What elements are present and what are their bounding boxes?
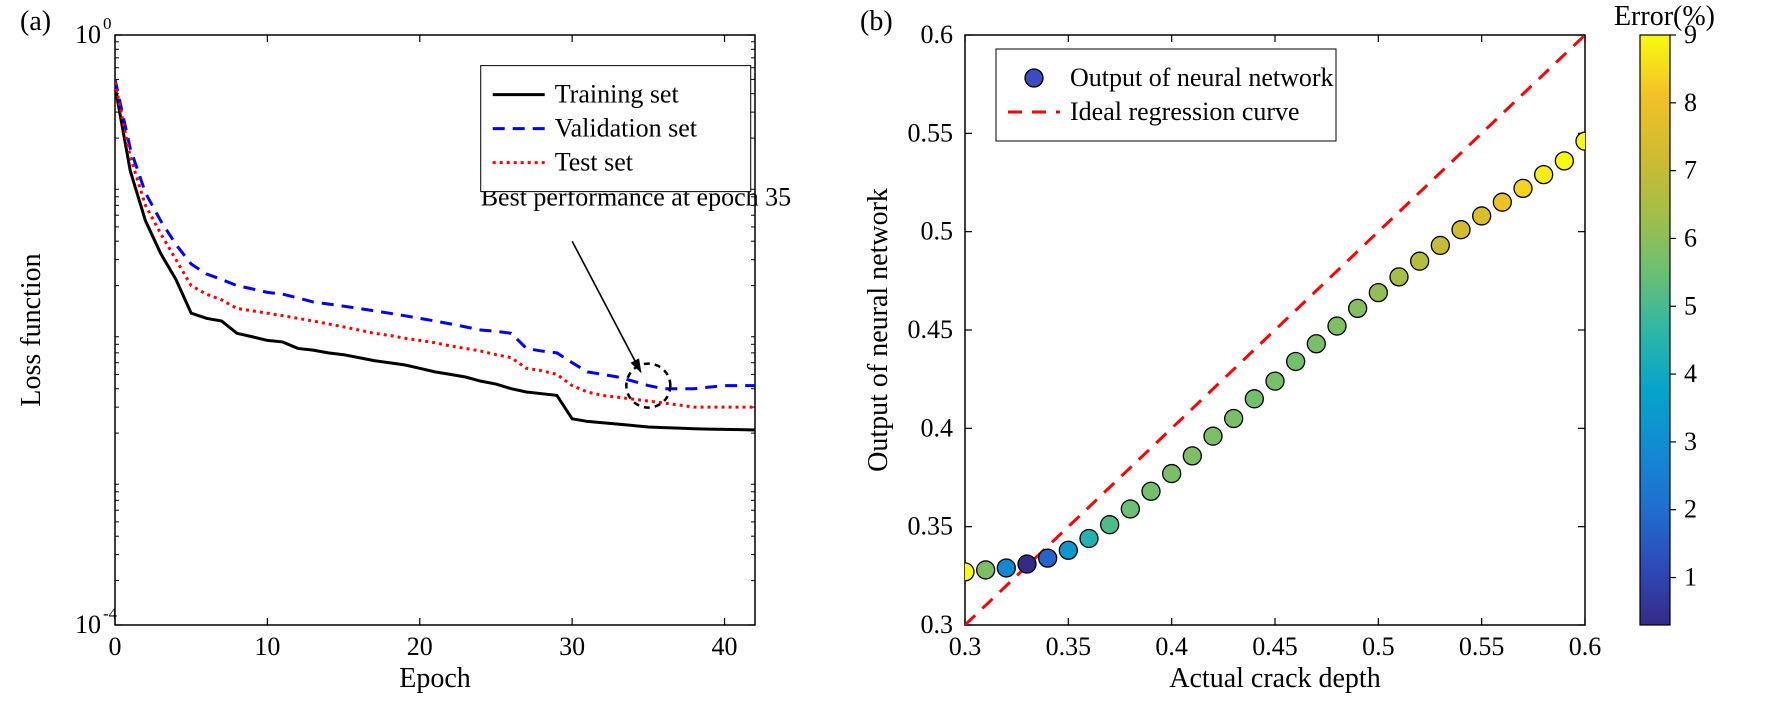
colorbar-tick-label: 2 (1684, 495, 1697, 524)
ytick-label: 0.35 (908, 512, 954, 541)
xtick-label: 0.6 (1569, 632, 1602, 661)
xtick-label: 0.45 (1252, 632, 1298, 661)
scatter-point (1059, 541, 1077, 559)
scatter-point (1369, 284, 1387, 302)
colorbar-tick-label: 9 (1684, 20, 1697, 49)
ytick-label: 0.55 (908, 118, 954, 147)
scatter-point (1039, 549, 1057, 567)
scatter-point (1225, 410, 1243, 428)
svg-text:10: 10 (75, 20, 101, 49)
ytick-label: 0.45 (908, 315, 954, 344)
colorbar-tick-label: 4 (1684, 359, 1697, 388)
colorbar-tick-label: 5 (1684, 291, 1697, 320)
scatter-point (977, 561, 995, 579)
panel-b-xlabel: Actual crack depth (1169, 663, 1380, 694)
legend-item-label: Test set (555, 148, 634, 177)
scatter-point (1142, 482, 1160, 500)
scatter-point (1121, 500, 1139, 518)
scatter-point (1328, 317, 1346, 335)
scatter-point (1307, 335, 1325, 353)
figure: (a)01020304010-4100EpochLoss functionBes… (0, 0, 1770, 705)
scatter-point (1018, 555, 1036, 573)
ytick-label: 0.4 (921, 413, 954, 442)
colorbar-tick-label: 8 (1684, 88, 1697, 117)
scatter-point (1473, 207, 1491, 225)
scatter-point (1493, 193, 1511, 211)
scatter-point (997, 559, 1015, 577)
legend-item-label: Validation set (555, 114, 698, 143)
scatter-point (1101, 516, 1119, 534)
legend-item-label: Output of neural network (1070, 63, 1334, 92)
colorbar-tick-label: 6 (1684, 223, 1697, 252)
scatter-point (1266, 372, 1284, 390)
scatter-point (1349, 299, 1367, 317)
scatter-point (1576, 132, 1594, 150)
legend-item-label: Training set (555, 80, 680, 109)
scatter-point (1163, 465, 1181, 483)
xtick-label: 20 (407, 632, 433, 661)
legend-item-label: Ideal regression curve (1070, 97, 1300, 126)
scatter-point (1204, 427, 1222, 445)
scatter-point (1535, 166, 1553, 184)
svg-text:0: 0 (103, 14, 112, 33)
svg-text:10: 10 (75, 610, 101, 639)
colorbar-tick-label: 1 (1684, 563, 1697, 592)
colorbar-tick-label: 7 (1684, 156, 1697, 185)
xtick-label: 0.3 (949, 632, 982, 661)
colorbar-title: Error(%) (1614, 1, 1715, 32)
panel-b-label: (b) (860, 6, 893, 37)
scatter-point (1183, 447, 1201, 465)
svg-text:-4: -4 (103, 604, 118, 623)
scatter-point (1431, 236, 1449, 254)
xtick-label: 0.4 (1155, 632, 1188, 661)
ytick-label: 0.5 (921, 217, 954, 246)
panel-a-label: (a) (20, 6, 51, 37)
scatter-point (1514, 179, 1532, 197)
xtick-label: 40 (712, 632, 738, 661)
xtick-label: 10 (254, 632, 280, 661)
xtick-label: 0.55 (1459, 632, 1505, 661)
scatter-point (1080, 529, 1098, 547)
colorbar (1640, 35, 1670, 625)
scatter-point (1390, 268, 1408, 286)
scatter-point (1555, 152, 1573, 170)
panel-b-ylabel: Output of neural network (863, 188, 894, 472)
best-epoch-arrow (572, 241, 641, 372)
ytick-label: 0.6 (921, 20, 954, 49)
scatter-point (1452, 221, 1470, 239)
scatter-point (1287, 352, 1305, 370)
ytick-label: 100 (75, 14, 112, 49)
panel-a-xlabel: Epoch (399, 663, 471, 694)
xtick-label: 0.5 (1362, 632, 1395, 661)
scatter-point (1245, 390, 1263, 408)
colorbar-tick-label: 3 (1684, 427, 1697, 456)
xtick-label: 30 (559, 632, 585, 661)
ytick-label: 0.3 (921, 610, 954, 639)
panel-a-ylabel: Loss function (16, 253, 47, 406)
scatter-point (956, 563, 974, 581)
scatter-point (1411, 252, 1429, 270)
xtick-label: 0.35 (1046, 632, 1092, 661)
xtick-label: 0 (109, 632, 122, 661)
